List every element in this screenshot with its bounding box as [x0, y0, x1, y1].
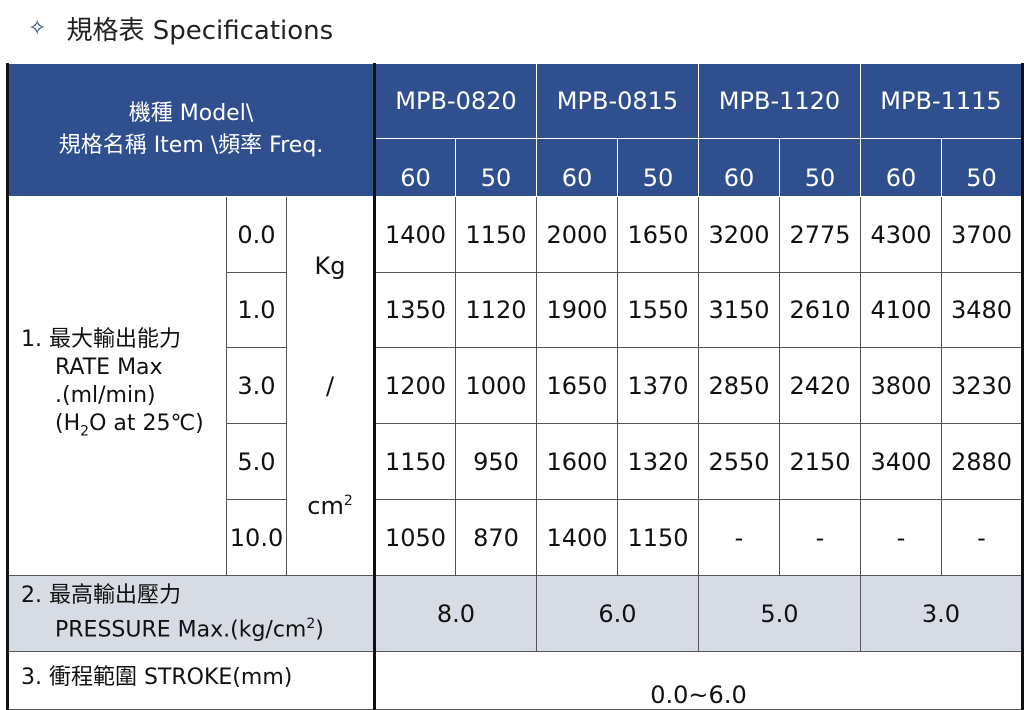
- rate-value: 1650: [617, 196, 699, 273]
- rate-value: 1050: [374, 499, 456, 576]
- rate-value: 2880: [941, 423, 1024, 500]
- freq-header: 60: [374, 138, 456, 197]
- freq-header: 50: [941, 138, 1024, 197]
- freq-header: 60: [860, 138, 942, 197]
- rate-value: 1600: [536, 423, 618, 500]
- pressure-max-value: 6.0: [536, 575, 699, 652]
- unit-cm2: cm2: [307, 492, 353, 520]
- pressure-cell: 0.0: [226, 196, 287, 273]
- freq-header: 50: [779, 138, 861, 197]
- rate-value: 4300: [860, 196, 942, 273]
- rate-value: 1320: [617, 423, 699, 500]
- freq-header: 50: [455, 138, 537, 197]
- page-title: ✧ 規格表 Specifications: [28, 6, 333, 50]
- header-label-item-freq: 規格名稱 Item \頻率 Freq.: [58, 133, 324, 158]
- pressure-max-label-title: 2. 最高輸出壓力: [21, 583, 181, 609]
- rate-value: -: [779, 499, 861, 576]
- rate-value: 1650: [536, 347, 618, 424]
- rate-value: 2850: [698, 347, 780, 424]
- rate-value: 3400: [860, 423, 942, 500]
- pressure-max-label-en: PRESSURE Max.(kg/cm2): [55, 616, 324, 643]
- rate-value: 1200: [374, 347, 456, 424]
- rate-value: 1400: [374, 196, 456, 273]
- rate-value: -: [860, 499, 942, 576]
- freq-header: 50: [617, 138, 699, 197]
- rate-value: 3800: [860, 347, 942, 424]
- unit-kg: Kg: [314, 252, 346, 280]
- header-label-cell: 機種 Model\ 規格名稱 Item \頻率 Freq.: [6, 63, 376, 197]
- rate-value: 1000: [455, 347, 537, 424]
- rate-value: 3480: [941, 272, 1024, 348]
- pressure-cell: 3.0: [226, 347, 287, 424]
- pressure-max-label-cell: 2. 最高輸出壓力 PRESSURE Max.(kg/cm2): [6, 575, 376, 652]
- pressure-cell: 10.0: [226, 499, 287, 576]
- rate-label-cell: 1. 最大輸出能力 RATE Max .(ml/min) (H2O at 25℃…: [6, 196, 227, 576]
- rate-value: 3150: [698, 272, 780, 348]
- rate-label-unit: .(ml/min): [55, 383, 156, 409]
- rate-value: 3200: [698, 196, 780, 273]
- page-title-text: 規格表 Specifications: [66, 15, 334, 46]
- rate-value: 2550: [698, 423, 780, 500]
- unit-slash: /: [325, 372, 335, 400]
- rate-value: 2775: [779, 196, 861, 273]
- header-label-model: 機種 Model\: [128, 101, 254, 126]
- pressure-max-value: 3.0: [860, 575, 1024, 652]
- rate-value: 2150: [779, 423, 861, 500]
- diamond-star-icon: ✧: [28, 15, 47, 41]
- rate-value: 870: [455, 499, 537, 576]
- model-header: MPB-0815: [536, 63, 699, 139]
- freq-header: 60: [536, 138, 618, 197]
- rate-label-title: 1. 最大輸出能力: [21, 327, 181, 353]
- rate-value: 1400: [536, 499, 618, 576]
- rate-value: 2420: [779, 347, 861, 424]
- pressure-max-value: 8.0: [374, 575, 537, 652]
- stroke-label: 3. 衝程範圍 STROKE(mm): [6, 651, 376, 710]
- rate-value: 1120: [455, 272, 537, 348]
- rate-value: 4100: [860, 272, 942, 348]
- rate-value: 1150: [617, 499, 699, 576]
- model-header: MPB-1115: [860, 63, 1024, 139]
- rate-value: 1370: [617, 347, 699, 424]
- rate-label-condition: (H2O at 25℃): [55, 411, 204, 440]
- model-header: MPB-1120: [698, 63, 861, 139]
- pressure-cell: 1.0: [226, 272, 287, 348]
- rate-value: 1900: [536, 272, 618, 348]
- rate-value: 3700: [941, 196, 1024, 273]
- pressure-cell: 5.0: [226, 423, 287, 500]
- rate-value: 3230: [941, 347, 1024, 424]
- freq-header: 60: [698, 138, 780, 197]
- rate-value: 950: [455, 423, 537, 500]
- rate-label-en: RATE Max: [55, 355, 163, 381]
- stroke-value: 0.0~6.0: [374, 651, 1024, 710]
- rate-value: -: [698, 499, 780, 576]
- unit-cell: Kg / cm2: [286, 196, 376, 576]
- rate-value: -: [941, 499, 1024, 576]
- rate-value: 1150: [455, 196, 537, 273]
- rate-value: 1150: [374, 423, 456, 500]
- rate-value: 1550: [617, 272, 699, 348]
- rate-value: 1350: [374, 272, 456, 348]
- specifications-table: 機種 Model\ 規格名稱 Item \頻率 Freq. MPB-0820 M…: [6, 63, 1024, 710]
- rate-value: 2610: [779, 272, 861, 348]
- model-header: MPB-0820: [374, 63, 537, 139]
- rate-value: 2000: [536, 196, 618, 273]
- pressure-max-value: 5.0: [698, 575, 861, 652]
